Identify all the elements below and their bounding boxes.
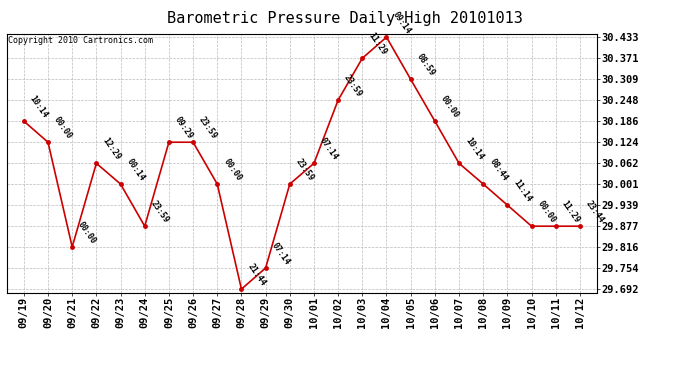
- Text: 00:14: 00:14: [125, 157, 146, 183]
- Text: 10:14: 10:14: [463, 136, 485, 162]
- Text: 00:00: 00:00: [221, 157, 243, 183]
- Text: 23:59: 23:59: [149, 199, 170, 225]
- Text: 09:14: 09:14: [391, 10, 413, 36]
- Text: 21:44: 21:44: [246, 262, 267, 288]
- Text: Barometric Pressure Daily High 20101013: Barometric Pressure Daily High 20101013: [167, 11, 523, 26]
- Text: 07:14: 07:14: [318, 136, 340, 162]
- Text: 00:00: 00:00: [77, 220, 98, 246]
- Text: 23:59: 23:59: [197, 115, 219, 141]
- Text: 09:29: 09:29: [173, 115, 195, 141]
- Text: 23:59: 23:59: [294, 157, 315, 183]
- Text: 11:29: 11:29: [366, 31, 388, 57]
- Text: 07:14: 07:14: [270, 241, 291, 267]
- Text: Copyright 2010 Cartronics.com: Copyright 2010 Cartronics.com: [8, 36, 153, 45]
- Text: 08:59: 08:59: [415, 52, 437, 78]
- Text: 12:29: 12:29: [101, 136, 122, 162]
- Text: 11:29: 11:29: [560, 199, 582, 225]
- Text: 11:14: 11:14: [511, 178, 533, 204]
- Text: 23:59: 23:59: [342, 73, 364, 99]
- Text: 08:44: 08:44: [487, 157, 509, 183]
- Text: 23:44: 23:44: [584, 199, 606, 225]
- Text: 10:14: 10:14: [28, 94, 50, 120]
- Text: 00:00: 00:00: [52, 115, 74, 141]
- Text: 00:00: 00:00: [439, 94, 461, 120]
- Text: 00:00: 00:00: [535, 199, 558, 225]
